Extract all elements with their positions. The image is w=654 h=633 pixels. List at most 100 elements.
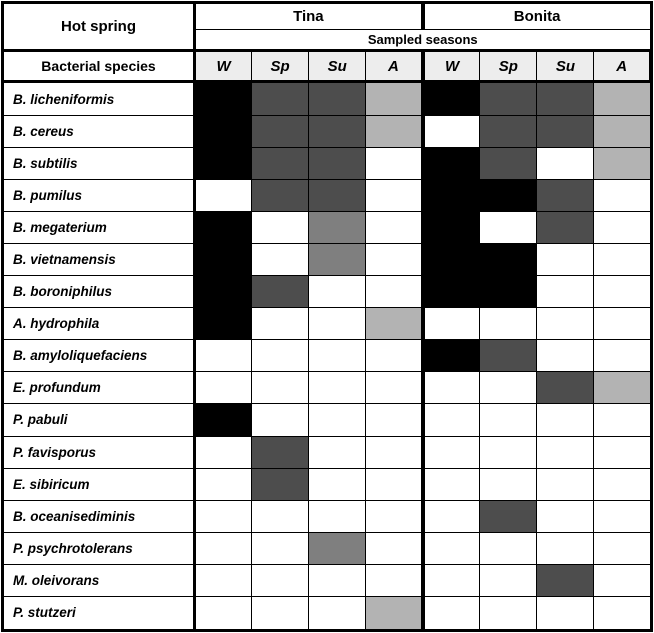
heat-cell-Bonita-A [593, 179, 652, 213]
heat-cell-Tina-Su [308, 339, 367, 373]
heat-cell-Bonita-Sp [479, 211, 538, 245]
heat-cell-Tina-Su [308, 595, 367, 632]
heat-cell-Tina-Sp [251, 115, 310, 149]
heat-cell-Bonita-A [593, 435, 652, 469]
heat-cell-Bonita-Su [536, 371, 595, 405]
heat-cell-Bonita-Sp [479, 371, 538, 405]
heat-cell-Tina-A [365, 147, 425, 181]
heat-cell-Bonita-Su [536, 307, 595, 341]
heat-cell-Tina-Su [308, 275, 367, 309]
heat-cell-Bonita-W [422, 179, 481, 213]
header-season-a-bonita: A [593, 50, 654, 83]
heat-cell-Bonita-A [593, 80, 652, 117]
heat-cell-Tina-Sp [251, 147, 310, 181]
table-row: B. boroniphilus [2, 275, 652, 309]
heat-cell-Tina-A [365, 595, 425, 632]
table-row: M. oleivorans [2, 563, 652, 597]
heat-cell-Bonita-Sp [479, 563, 538, 597]
heat-cell-Tina-Sp [251, 563, 310, 597]
heat-cell-Bonita-Su [536, 115, 595, 149]
heat-cell-Bonita-Su [536, 179, 595, 213]
heat-cell-Tina-A [365, 275, 425, 309]
table-row: A. hydrophila [2, 307, 652, 341]
heat-cell-Bonita-A [593, 371, 652, 405]
heat-cell-Bonita-Su [536, 339, 595, 373]
table-row: B. megaterium [2, 211, 652, 245]
heat-cell-Tina-Su [308, 403, 367, 437]
species-label: P. pabuli [2, 403, 196, 437]
spring-header-row: Hot spring Tina Bonita [2, 2, 652, 52]
heat-cell-Tina-Sp [251, 531, 310, 565]
heat-cell-Tina-W [193, 499, 253, 533]
heat-cell-Tina-A [365, 211, 425, 245]
heat-cell-Bonita-Su [536, 403, 595, 437]
heat-cell-Tina-Sp [251, 595, 310, 632]
table-row: P. favisporus [2, 435, 652, 469]
species-label: B. licheniformis [2, 80, 196, 117]
heat-cell-Tina-A [365, 563, 425, 597]
heat-cell-Bonita-Sp [479, 275, 538, 309]
heat-cell-Bonita-W [422, 115, 481, 149]
heat-cell-Tina-W [193, 80, 253, 117]
heat-cell-Bonita-Sp [479, 595, 538, 632]
heat-cell-Bonita-Sp [479, 339, 538, 373]
header-season-sp-bonita: Sp [479, 50, 538, 83]
species-label: P. favisporus [2, 435, 196, 469]
heat-cell-Tina-Sp [251, 275, 310, 309]
heat-cell-Tina-Sp [251, 243, 310, 277]
heat-cell-Bonita-Sp [479, 115, 538, 149]
species-label: P. stutzeri [2, 595, 196, 632]
heat-cell-Tina-W [193, 403, 253, 437]
heat-cell-Tina-Sp [251, 211, 310, 245]
header-spring-tina: Tina [193, 2, 425, 30]
heat-cell-Bonita-Sp [479, 179, 538, 213]
table-row: E. sibiricum [2, 467, 652, 501]
species-label: B. pumilus [2, 179, 196, 213]
heat-cell-Tina-A [365, 403, 425, 437]
heat-cell-Tina-W [193, 595, 253, 632]
heat-cell-Tina-Sp [251, 339, 310, 373]
heat-cell-Tina-Su [308, 147, 367, 181]
species-rows: B. licheniformis B. cereus B. subtilis B. p… [2, 80, 652, 632]
heat-cell-Bonita-Sp [479, 80, 538, 117]
heat-cell-Tina-Su [308, 371, 367, 405]
header-season-a-tina: A [365, 50, 425, 83]
heat-cell-Tina-Sp [251, 371, 310, 405]
heat-cell-Tina-Su [308, 467, 367, 501]
heat-cell-Tina-A [365, 307, 425, 341]
heat-cell-Tina-W [193, 115, 253, 149]
heat-cell-Tina-W [193, 371, 253, 405]
heat-cell-Bonita-A [593, 115, 652, 149]
heat-cell-Bonita-A [593, 595, 652, 632]
heat-cell-Tina-W [193, 211, 253, 245]
heat-cell-Tina-W [193, 275, 253, 309]
header-bacterial-species: Bacterial species [2, 50, 196, 83]
heat-cell-Tina-W [193, 531, 253, 565]
table-row: P. stutzeri [2, 595, 652, 632]
header-season-w-bonita: W [422, 50, 481, 83]
heat-cell-Tina-Su [308, 179, 367, 213]
heat-cell-Tina-Su [308, 115, 367, 149]
heat-cell-Tina-Sp [251, 499, 310, 533]
table-row: B. subtilis [2, 147, 652, 181]
heat-cell-Bonita-Su [536, 275, 595, 309]
table-row: B. amyloliquefaciens [2, 339, 652, 373]
heat-cell-Bonita-Su [536, 80, 595, 117]
header-sampled-seasons: Sampled seasons [194, 29, 652, 52]
heat-cell-Tina-A [365, 435, 425, 469]
heat-cell-Tina-A [365, 499, 425, 533]
heat-cell-Bonita-A [593, 211, 652, 245]
heat-cell-Bonita-W [422, 371, 481, 405]
header-hot-spring: Hot spring [2, 2, 196, 52]
heat-cell-Bonita-Su [536, 211, 595, 245]
heat-cell-Bonita-Su [536, 531, 595, 565]
heat-cell-Bonita-W [422, 339, 481, 373]
heat-cell-Bonita-Su [536, 435, 595, 469]
heat-cell-Tina-Sp [251, 307, 310, 341]
heat-cell-Tina-Su [308, 243, 367, 277]
heat-cell-Tina-A [365, 179, 425, 213]
heat-cell-Bonita-W [422, 211, 481, 245]
heat-cell-Bonita-W [422, 467, 481, 501]
heat-cell-Tina-W [193, 243, 253, 277]
